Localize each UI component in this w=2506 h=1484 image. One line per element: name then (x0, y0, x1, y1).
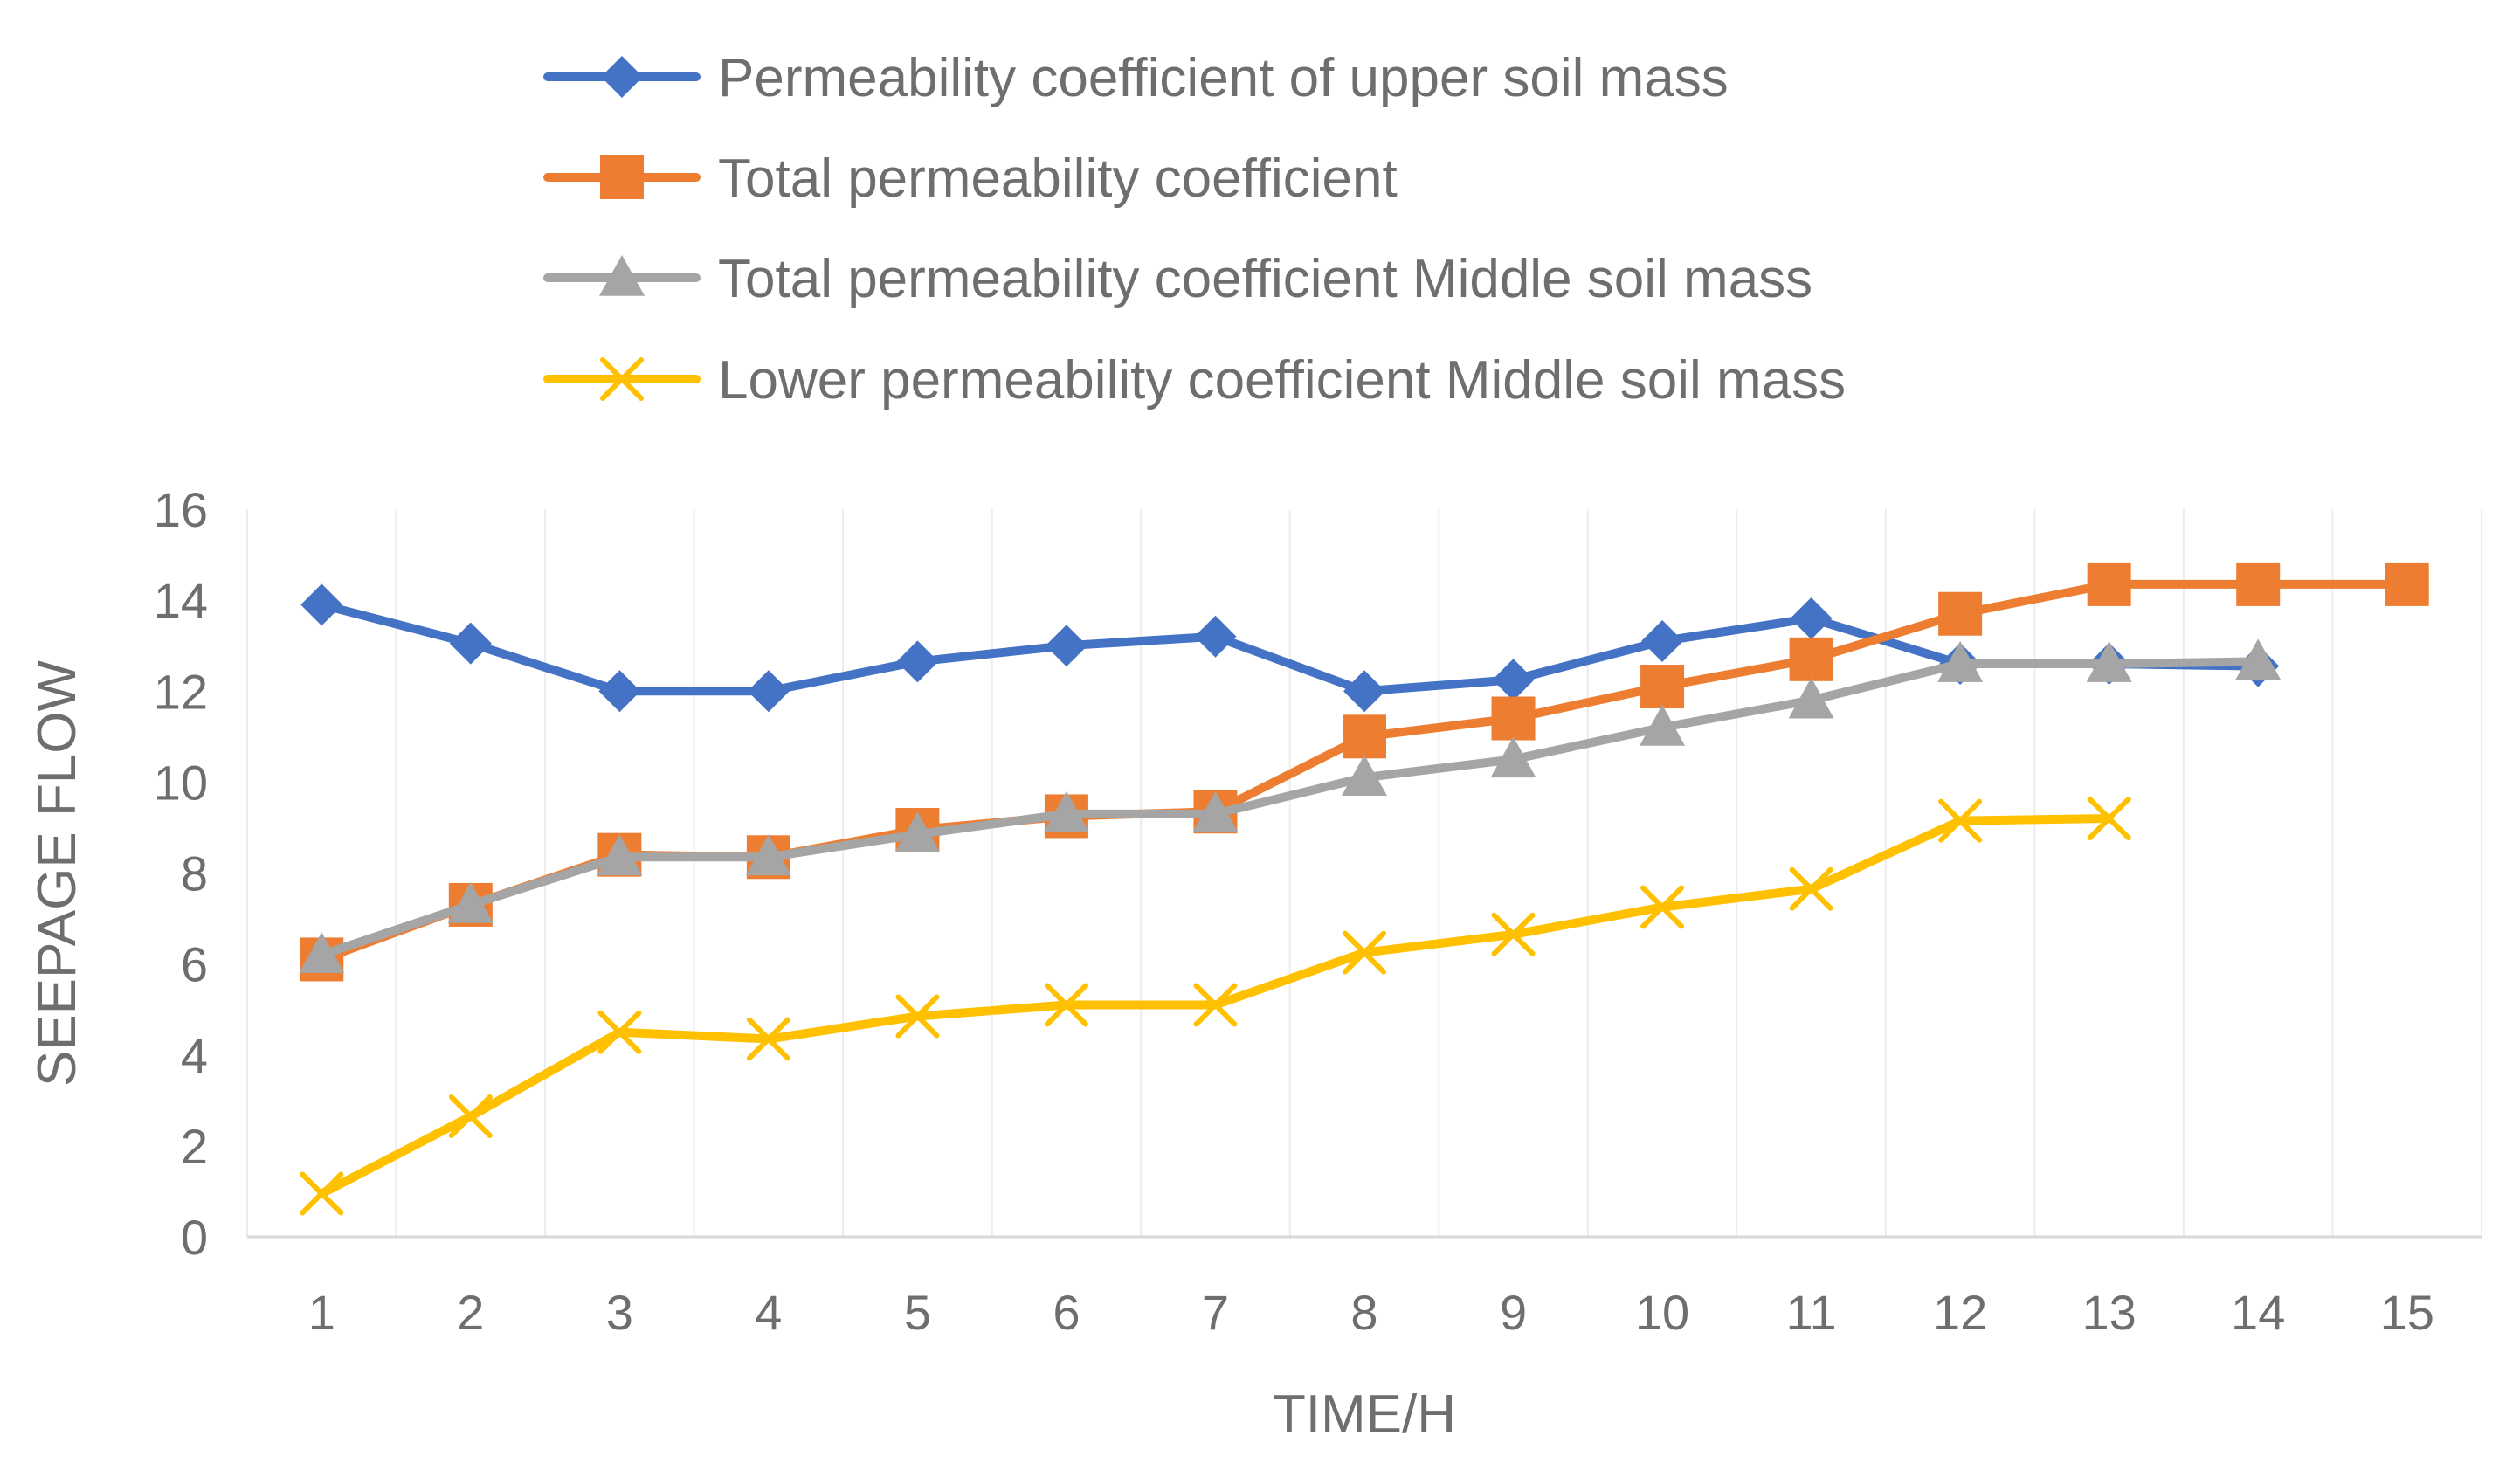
data-point (1194, 615, 1237, 658)
x-tick-label: 10 (1635, 1285, 1689, 1340)
data-point (1788, 677, 1834, 719)
series-4 (300, 797, 2131, 1216)
data-point (300, 1171, 344, 1216)
data-point (299, 932, 345, 974)
data-point (1343, 714, 1386, 759)
legend-item: Total permeability coefficient (543, 148, 1398, 209)
data-point (2087, 797, 2131, 841)
legend-marker (600, 357, 644, 401)
x-tick-label: 11 (1786, 1285, 1837, 1340)
x-tick-label: 6 (1053, 1285, 1080, 1340)
x-tick-label: 3 (606, 1285, 633, 1340)
x-tick-label: 13 (2082, 1285, 2137, 1340)
y-tick-label: 14 (154, 573, 208, 628)
data-point (1640, 665, 1685, 709)
data-point (2385, 562, 2429, 606)
data-point (1640, 704, 1686, 746)
data-point (1790, 597, 1833, 639)
series-layer (299, 562, 2429, 1216)
y-tick-label: 8 (181, 846, 208, 901)
y-axis-title: SEEPAGE FLOW (27, 659, 87, 1087)
x-tick-label: 15 (2380, 1285, 2434, 1340)
data-point (747, 670, 790, 713)
data-point (1640, 885, 1685, 929)
data-point (300, 583, 343, 626)
data-point (597, 1010, 642, 1054)
x-tick-label: 2 (457, 1285, 484, 1340)
data-point (896, 640, 939, 683)
legend-label: Total permeability coefficient Middle so… (718, 249, 1812, 309)
y-tick-label: 16 (154, 482, 208, 537)
data-point (1937, 641, 1984, 682)
data-point (2235, 638, 2282, 680)
data-point (598, 670, 641, 713)
legend-item: Permeability coefficient of upper soil m… (543, 48, 1729, 108)
x-tick-label: 9 (1500, 1285, 1527, 1340)
legend-marker (600, 155, 644, 199)
series-line (317, 600, 2263, 696)
data-point (1789, 637, 1833, 681)
data-point (2086, 641, 2132, 682)
legend-label: Total permeability coefficient (718, 148, 1398, 209)
x-tick-label: 4 (755, 1285, 782, 1340)
series-3 (299, 638, 2282, 974)
legend-marker (599, 255, 645, 296)
data-point (1193, 983, 1238, 1027)
data-point (449, 622, 492, 665)
data-point (1490, 736, 1536, 778)
data-point (2236, 562, 2281, 606)
x-tick-label: 5 (904, 1285, 931, 1340)
data-point (1492, 659, 1535, 701)
data-point (1043, 790, 1089, 832)
data-point (448, 1094, 493, 1139)
y-tick-label: 0 (181, 1210, 208, 1265)
legend-item: Total permeability coefficient Middle so… (543, 249, 1812, 309)
data-point (1491, 696, 1536, 741)
data-point (1192, 790, 1239, 832)
data-point (597, 834, 643, 876)
x-tick-label: 14 (2231, 1285, 2285, 1340)
data-point (1343, 670, 1385, 713)
data-point (1789, 866, 1833, 911)
data-point (895, 994, 940, 1039)
legend: Permeability coefficient of upper soil m… (543, 48, 1846, 411)
x-axis-title: TIME/H (1273, 1384, 1456, 1445)
data-point (1343, 930, 1386, 975)
legend-label: Lower permeability coefficient Middle so… (718, 350, 1846, 411)
data-point (894, 811, 941, 853)
y-tick-label: 4 (181, 1028, 208, 1083)
y-tick-label: 10 (154, 755, 208, 810)
data-point (1045, 625, 1087, 667)
data-point (1044, 983, 1088, 1027)
legend-marker (601, 56, 643, 98)
y-tick-label: 2 (181, 1119, 208, 1174)
data-point (1491, 912, 1536, 956)
data-point (1342, 755, 1387, 796)
y-axis-ticks: 0 2 4 6 8 10 12 14 16 (154, 482, 208, 1265)
y-tick-label: 6 (181, 937, 208, 992)
y-tick-label: 12 (154, 664, 208, 719)
x-tick-label: 12 (1933, 1285, 1987, 1340)
data-point (746, 1017, 790, 1061)
data-point (447, 881, 494, 923)
data-point (1938, 591, 1983, 636)
legend-label: Permeability coefficient of upper soil m… (718, 48, 1729, 108)
data-point (2087, 562, 2131, 606)
data-point (745, 834, 791, 876)
legend-item: Lower permeability coefficient Middle so… (543, 350, 1846, 411)
series-line (317, 657, 2263, 960)
data-point (1938, 798, 1983, 843)
x-tick-label: 1 (308, 1285, 335, 1340)
x-tick-label: 7 (1202, 1285, 1229, 1340)
x-tick-label: 8 (1350, 1285, 1377, 1340)
data-point (1641, 619, 1684, 662)
x-axis-ticks: 1 2 3 4 5 6 7 8 9 10 11 12 13 14 15 (308, 1285, 2434, 1340)
gridlines (246, 509, 2482, 1237)
